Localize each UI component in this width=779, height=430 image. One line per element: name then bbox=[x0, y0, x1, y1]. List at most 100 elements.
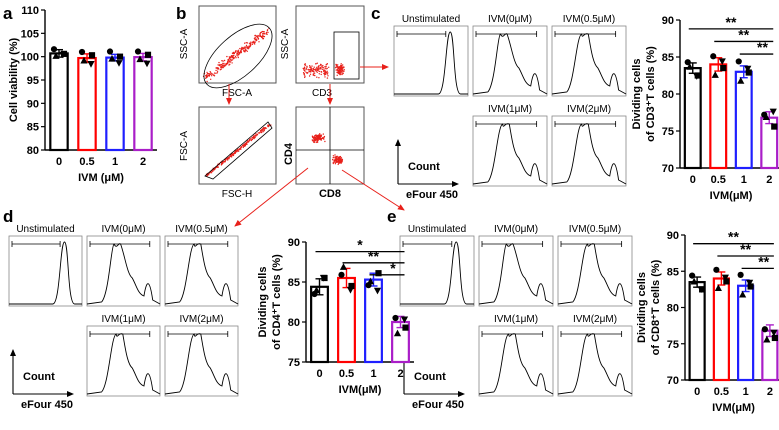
event-dot bbox=[335, 157, 337, 159]
data-point-d-2 bbox=[393, 329, 402, 337]
event-dot bbox=[235, 57, 237, 59]
histogram-trace-e-ivm05 bbox=[557, 243, 633, 305]
event-dot bbox=[326, 70, 328, 73]
event-dot bbox=[255, 39, 258, 42]
event-dot bbox=[316, 138, 319, 141]
event-dot bbox=[244, 144, 246, 147]
data-point-e-0.5 bbox=[723, 278, 730, 285]
event-dot bbox=[316, 134, 319, 137]
event-dot bbox=[259, 132, 261, 134]
event-dot bbox=[239, 147, 241, 150]
event-dot bbox=[332, 156, 334, 159]
event-dot bbox=[314, 136, 316, 139]
bar-a-2 bbox=[133, 56, 153, 152]
event-dot bbox=[244, 48, 246, 50]
y-tick-label-c: 90 bbox=[662, 15, 674, 27]
event-dot bbox=[343, 66, 345, 68]
axis-label-fsc-a: FSC-A bbox=[222, 88, 252, 99]
event-dot bbox=[230, 56, 232, 59]
event-dot bbox=[215, 69, 217, 72]
event-dot bbox=[248, 139, 251, 142]
event-dot bbox=[316, 76, 318, 78]
histogram-trace-c-ivm0 bbox=[472, 33, 548, 95]
event-dot bbox=[322, 64, 324, 67]
event-dot bbox=[322, 133, 324, 135]
event-dot bbox=[318, 77, 320, 79]
event-dot bbox=[261, 129, 263, 132]
x-axis-title-a: IVM (μM) bbox=[78, 172, 124, 184]
data-point-d-0 bbox=[319, 274, 328, 282]
event-dot bbox=[316, 140, 319, 142]
data-point-a-0.5 bbox=[80, 56, 88, 64]
significance-label-c: ** bbox=[726, 14, 737, 30]
data-point-e-1 bbox=[746, 279, 754, 287]
data-point-a-2 bbox=[136, 55, 144, 63]
data-point-c-0.5 bbox=[711, 71, 719, 78]
histogram-label-c-ivm0: IVM(0μM) bbox=[488, 14, 532, 25]
event-dot bbox=[325, 71, 327, 74]
cd3-gate bbox=[333, 31, 360, 80]
event-dot bbox=[227, 159, 229, 161]
data-point-e-1 bbox=[737, 271, 744, 278]
event-dot bbox=[235, 50, 237, 52]
event-dot bbox=[334, 160, 337, 162]
data-point-a-2 bbox=[144, 51, 152, 58]
event-dot bbox=[263, 31, 265, 33]
event-dot bbox=[309, 69, 311, 71]
event-dot bbox=[338, 69, 340, 72]
event-dot bbox=[245, 49, 247, 52]
x-axis-title-d: IVM(μM) bbox=[339, 384, 382, 396]
x-tick-label-d: 1 bbox=[370, 368, 376, 380]
axis-label-ssc-a-2: SSC-A bbox=[280, 28, 291, 59]
y-tick-label-a: 90 bbox=[27, 98, 39, 110]
event-dot bbox=[313, 141, 315, 143]
event-dot bbox=[337, 67, 339, 69]
event-dot bbox=[342, 64, 344, 66]
data-point-a-1 bbox=[116, 53, 124, 60]
event-dot bbox=[341, 158, 343, 161]
event-dot bbox=[336, 64, 338, 66]
y-axis-title-c: Dividing cells bbox=[631, 59, 643, 130]
event-dot bbox=[231, 153, 233, 156]
event-dot bbox=[341, 66, 344, 68]
histogram-trace-c-ivm1 bbox=[472, 123, 548, 185]
event-dot bbox=[254, 36, 256, 39]
event-dot bbox=[239, 52, 241, 55]
event-dot bbox=[315, 138, 317, 141]
event-dot bbox=[318, 70, 321, 73]
event-dot bbox=[339, 73, 341, 76]
event-dot bbox=[316, 68, 318, 71]
event-dot bbox=[324, 71, 326, 74]
event-dot bbox=[250, 41, 252, 43]
event-dot bbox=[303, 66, 306, 68]
gating-arrow-4 bbox=[234, 167, 309, 227]
event-dot bbox=[304, 75, 306, 77]
event-dot bbox=[217, 68, 220, 70]
event-dot bbox=[332, 162, 334, 165]
significance-label-e: ** bbox=[728, 229, 739, 245]
event-dot bbox=[263, 127, 265, 130]
event-dot bbox=[257, 38, 260, 40]
event-dot bbox=[254, 34, 256, 37]
event-dot bbox=[310, 69, 312, 71]
event-dot bbox=[340, 63, 342, 65]
event-dot bbox=[206, 73, 209, 75]
event-dot bbox=[341, 68, 343, 71]
event-dot bbox=[212, 170, 214, 172]
data-point-c-1 bbox=[745, 69, 752, 76]
bar-a-1 bbox=[105, 56, 125, 152]
event-dot bbox=[322, 67, 325, 69]
event-dot bbox=[338, 161, 340, 164]
event-dot bbox=[260, 31, 263, 33]
data-point-a-2 bbox=[134, 48, 142, 55]
x-tick-label-d: 0.5 bbox=[339, 368, 354, 380]
event-dot bbox=[304, 70, 306, 72]
event-dot bbox=[248, 42, 251, 44]
data-point-e-1 bbox=[739, 290, 747, 298]
event-dot bbox=[327, 75, 329, 77]
bar-c-0.5 bbox=[709, 63, 728, 170]
event-dot bbox=[246, 46, 249, 48]
event-dot bbox=[244, 46, 246, 48]
event-dot bbox=[240, 146, 242, 148]
